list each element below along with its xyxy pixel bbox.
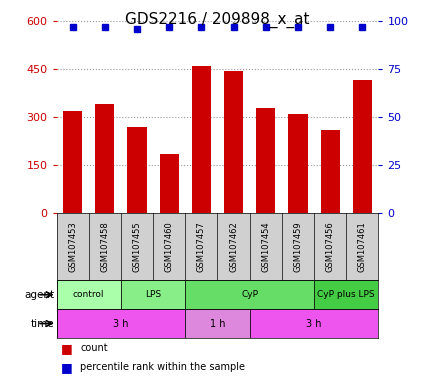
- Text: GSM107456: GSM107456: [325, 221, 334, 272]
- Text: GSM107460: GSM107460: [164, 221, 173, 272]
- Bar: [320, 130, 339, 213]
- Text: GDS2216 / 209898_x_at: GDS2216 / 209898_x_at: [125, 12, 309, 28]
- Bar: [191, 66, 210, 213]
- Bar: [185, 309, 249, 338]
- Bar: [249, 309, 378, 338]
- Text: GSM107462: GSM107462: [229, 221, 237, 272]
- Bar: [256, 108, 275, 213]
- Bar: [313, 280, 378, 309]
- Text: count: count: [80, 343, 108, 354]
- Text: CyP plus LPS: CyP plus LPS: [317, 290, 374, 299]
- Text: time: time: [31, 318, 54, 329]
- Text: ■: ■: [61, 361, 72, 374]
- Bar: [95, 104, 114, 213]
- Bar: [127, 127, 146, 213]
- Text: 1 h: 1 h: [209, 318, 225, 329]
- Text: GSM107455: GSM107455: [132, 222, 141, 272]
- Bar: [288, 114, 307, 213]
- Bar: [63, 111, 82, 213]
- Text: GSM107454: GSM107454: [261, 222, 270, 272]
- Bar: [159, 154, 178, 213]
- Bar: [352, 80, 371, 213]
- Text: 3 h: 3 h: [113, 318, 128, 329]
- Bar: [224, 71, 243, 213]
- Text: GSM107459: GSM107459: [293, 222, 302, 272]
- Text: LPS: LPS: [145, 290, 161, 299]
- Text: ■: ■: [61, 342, 72, 355]
- Text: CyP: CyP: [240, 290, 258, 299]
- Bar: [121, 280, 185, 309]
- Text: GSM107453: GSM107453: [68, 221, 77, 272]
- Text: GSM107458: GSM107458: [100, 221, 109, 272]
- Text: percentile rank within the sample: percentile rank within the sample: [80, 362, 245, 372]
- Bar: [56, 309, 185, 338]
- Text: 3 h: 3 h: [306, 318, 321, 329]
- Text: GSM107457: GSM107457: [197, 221, 205, 272]
- Bar: [56, 280, 121, 309]
- Text: agent: agent: [24, 290, 54, 300]
- Text: control: control: [73, 290, 104, 299]
- Bar: [185, 280, 313, 309]
- Text: GSM107461: GSM107461: [357, 221, 366, 272]
